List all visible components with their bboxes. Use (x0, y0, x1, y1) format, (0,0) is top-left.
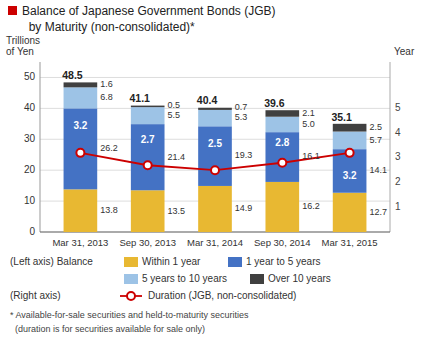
duration-marker (278, 159, 286, 167)
duration-marker (346, 149, 354, 157)
y-axis-label: of Yen (6, 46, 34, 57)
marks (64, 82, 367, 232)
bar-segment (265, 132, 299, 182)
duration-marker (211, 166, 219, 174)
y2-tick-label: 2 (395, 176, 401, 187)
legend-swatch (228, 257, 242, 267)
legend-swatch (124, 257, 138, 267)
duration-label: 2.5 (208, 138, 222, 149)
chart: Balance of Japanese Government Bonds (JG… (0, 0, 440, 355)
segment-label: 26.2 (100, 143, 118, 153)
bar-segment (333, 193, 367, 232)
segment-label: 6.8 (100, 92, 113, 102)
legend-entry: Duration (JGB, non-consolidated) (148, 290, 296, 301)
footnote: * Available-for-sale securities and held… (10, 310, 249, 320)
segment-label: 5.3 (235, 112, 248, 122)
segment-label: 5.5 (168, 110, 181, 120)
grid-line (40, 77, 390, 78)
bar-segment (198, 110, 232, 126)
y2-tick-label: 3 (395, 151, 401, 162)
y-tick-label: 0 (29, 226, 35, 237)
x-tick-label: Mar 31, 2014 (187, 237, 243, 248)
bar-segment (333, 124, 367, 132)
bar-segment (131, 107, 165, 124)
legend-entry: 1 year to 5 years (246, 256, 320, 267)
y2-axis-line (390, 62, 391, 232)
segment-label: 14.1 (369, 165, 387, 175)
segment-label: 16.2 (302, 201, 320, 211)
grid (40, 77, 390, 232)
legend-swatch (124, 274, 138, 284)
segment-label: 14.9 (235, 203, 253, 213)
y-tick-label: 10 (24, 195, 36, 206)
y-tick-label: 30 (24, 133, 36, 144)
segment-label: 2.5 (369, 122, 382, 132)
segment-label: 13.8 (100, 205, 118, 215)
segment-label: 13.5 (168, 206, 186, 216)
duration-marker (76, 149, 84, 157)
legend-entry: 5 years to 10 years (142, 273, 227, 284)
y-tick-label: 20 (24, 164, 36, 175)
bar-segment (265, 182, 299, 232)
bar-segment (333, 132, 367, 150)
segment-label: 19.3 (235, 150, 253, 160)
subtitle: by Maturity (non-consolidated)* (22, 20, 195, 34)
y2-tick-label: 4 (395, 127, 401, 138)
bar-segment (64, 108, 98, 189)
legend-header: (Right axis) (10, 290, 61, 301)
segment-label: 1.6 (100, 79, 113, 89)
segment-label: 21.4 (168, 152, 186, 162)
total-label: 35.1 (331, 111, 352, 123)
y-axis-line (40, 62, 41, 232)
x-tick-label: Sep 30, 2014 (254, 237, 311, 248)
labels: 13.8 26.2 6.8 1.6 13.5 21.4 5.50.5 14.9 19.3 5.30… (62, 69, 387, 217)
segment-label: 5.7 (369, 135, 382, 145)
y2-tick-label: 1 (395, 201, 401, 212)
y-axis-label: Trillions (6, 35, 40, 46)
bar-segment (64, 82, 98, 87)
x-tick-label: Mar 31, 2015 (322, 237, 378, 248)
bar-segment (265, 117, 299, 132)
bar-segment (265, 110, 299, 116)
legend-entry: Within 1 year (142, 256, 201, 267)
total-label: 41.1 (130, 92, 151, 104)
legend: (Left axis) Balance Within 1 year 1 year t… (10, 256, 331, 301)
x-tick-label: Sep 30, 2013 (119, 237, 176, 248)
duration-label: 3.2 (343, 170, 357, 181)
y-tick-label: 40 (24, 102, 36, 113)
bar-segment (131, 124, 165, 190)
bar-segment (64, 189, 98, 232)
total-label: 48.5 (62, 69, 83, 81)
legend-swatch (250, 274, 264, 284)
bar-segment (131, 106, 165, 108)
footnote: (duration is for securities available fo… (10, 324, 205, 334)
duration-label: 2.8 (275, 137, 289, 148)
segment-label: 0.7 (235, 102, 248, 112)
duration-label: 2.7 (141, 134, 155, 145)
bar-segment (198, 108, 232, 110)
total-label: 40.4 (197, 94, 218, 106)
bar-segment (333, 149, 367, 193)
bar-segment (198, 186, 232, 232)
duration-label: 3.2 (73, 120, 87, 131)
legend-entry: Over 10 years (268, 273, 331, 284)
segment-label: 0.5 (168, 100, 181, 110)
y2-tick-label: 5 (395, 102, 401, 113)
duration-marker (144, 161, 152, 169)
segment-label: 5.0 (302, 119, 315, 129)
bar-segment (131, 190, 165, 232)
x-tick-label: Mar 31, 2013 (52, 237, 108, 248)
title-marker (8, 6, 17, 15)
bar-segment (64, 87, 98, 108)
y-tick-label: 50 (24, 71, 36, 82)
legend-marker (127, 292, 135, 300)
title: Balance of Japanese Government Bonds (JG… (22, 4, 275, 18)
segment-label: 2.1 (302, 108, 315, 118)
legend-header: (Left axis) Balance (10, 256, 93, 267)
bar-segment (198, 126, 232, 186)
segment-label: 16.1 (302, 151, 320, 161)
total-label: 39.6 (264, 97, 285, 109)
segment-label: 12.7 (369, 207, 387, 217)
y2-axis-label: Year (394, 46, 415, 57)
